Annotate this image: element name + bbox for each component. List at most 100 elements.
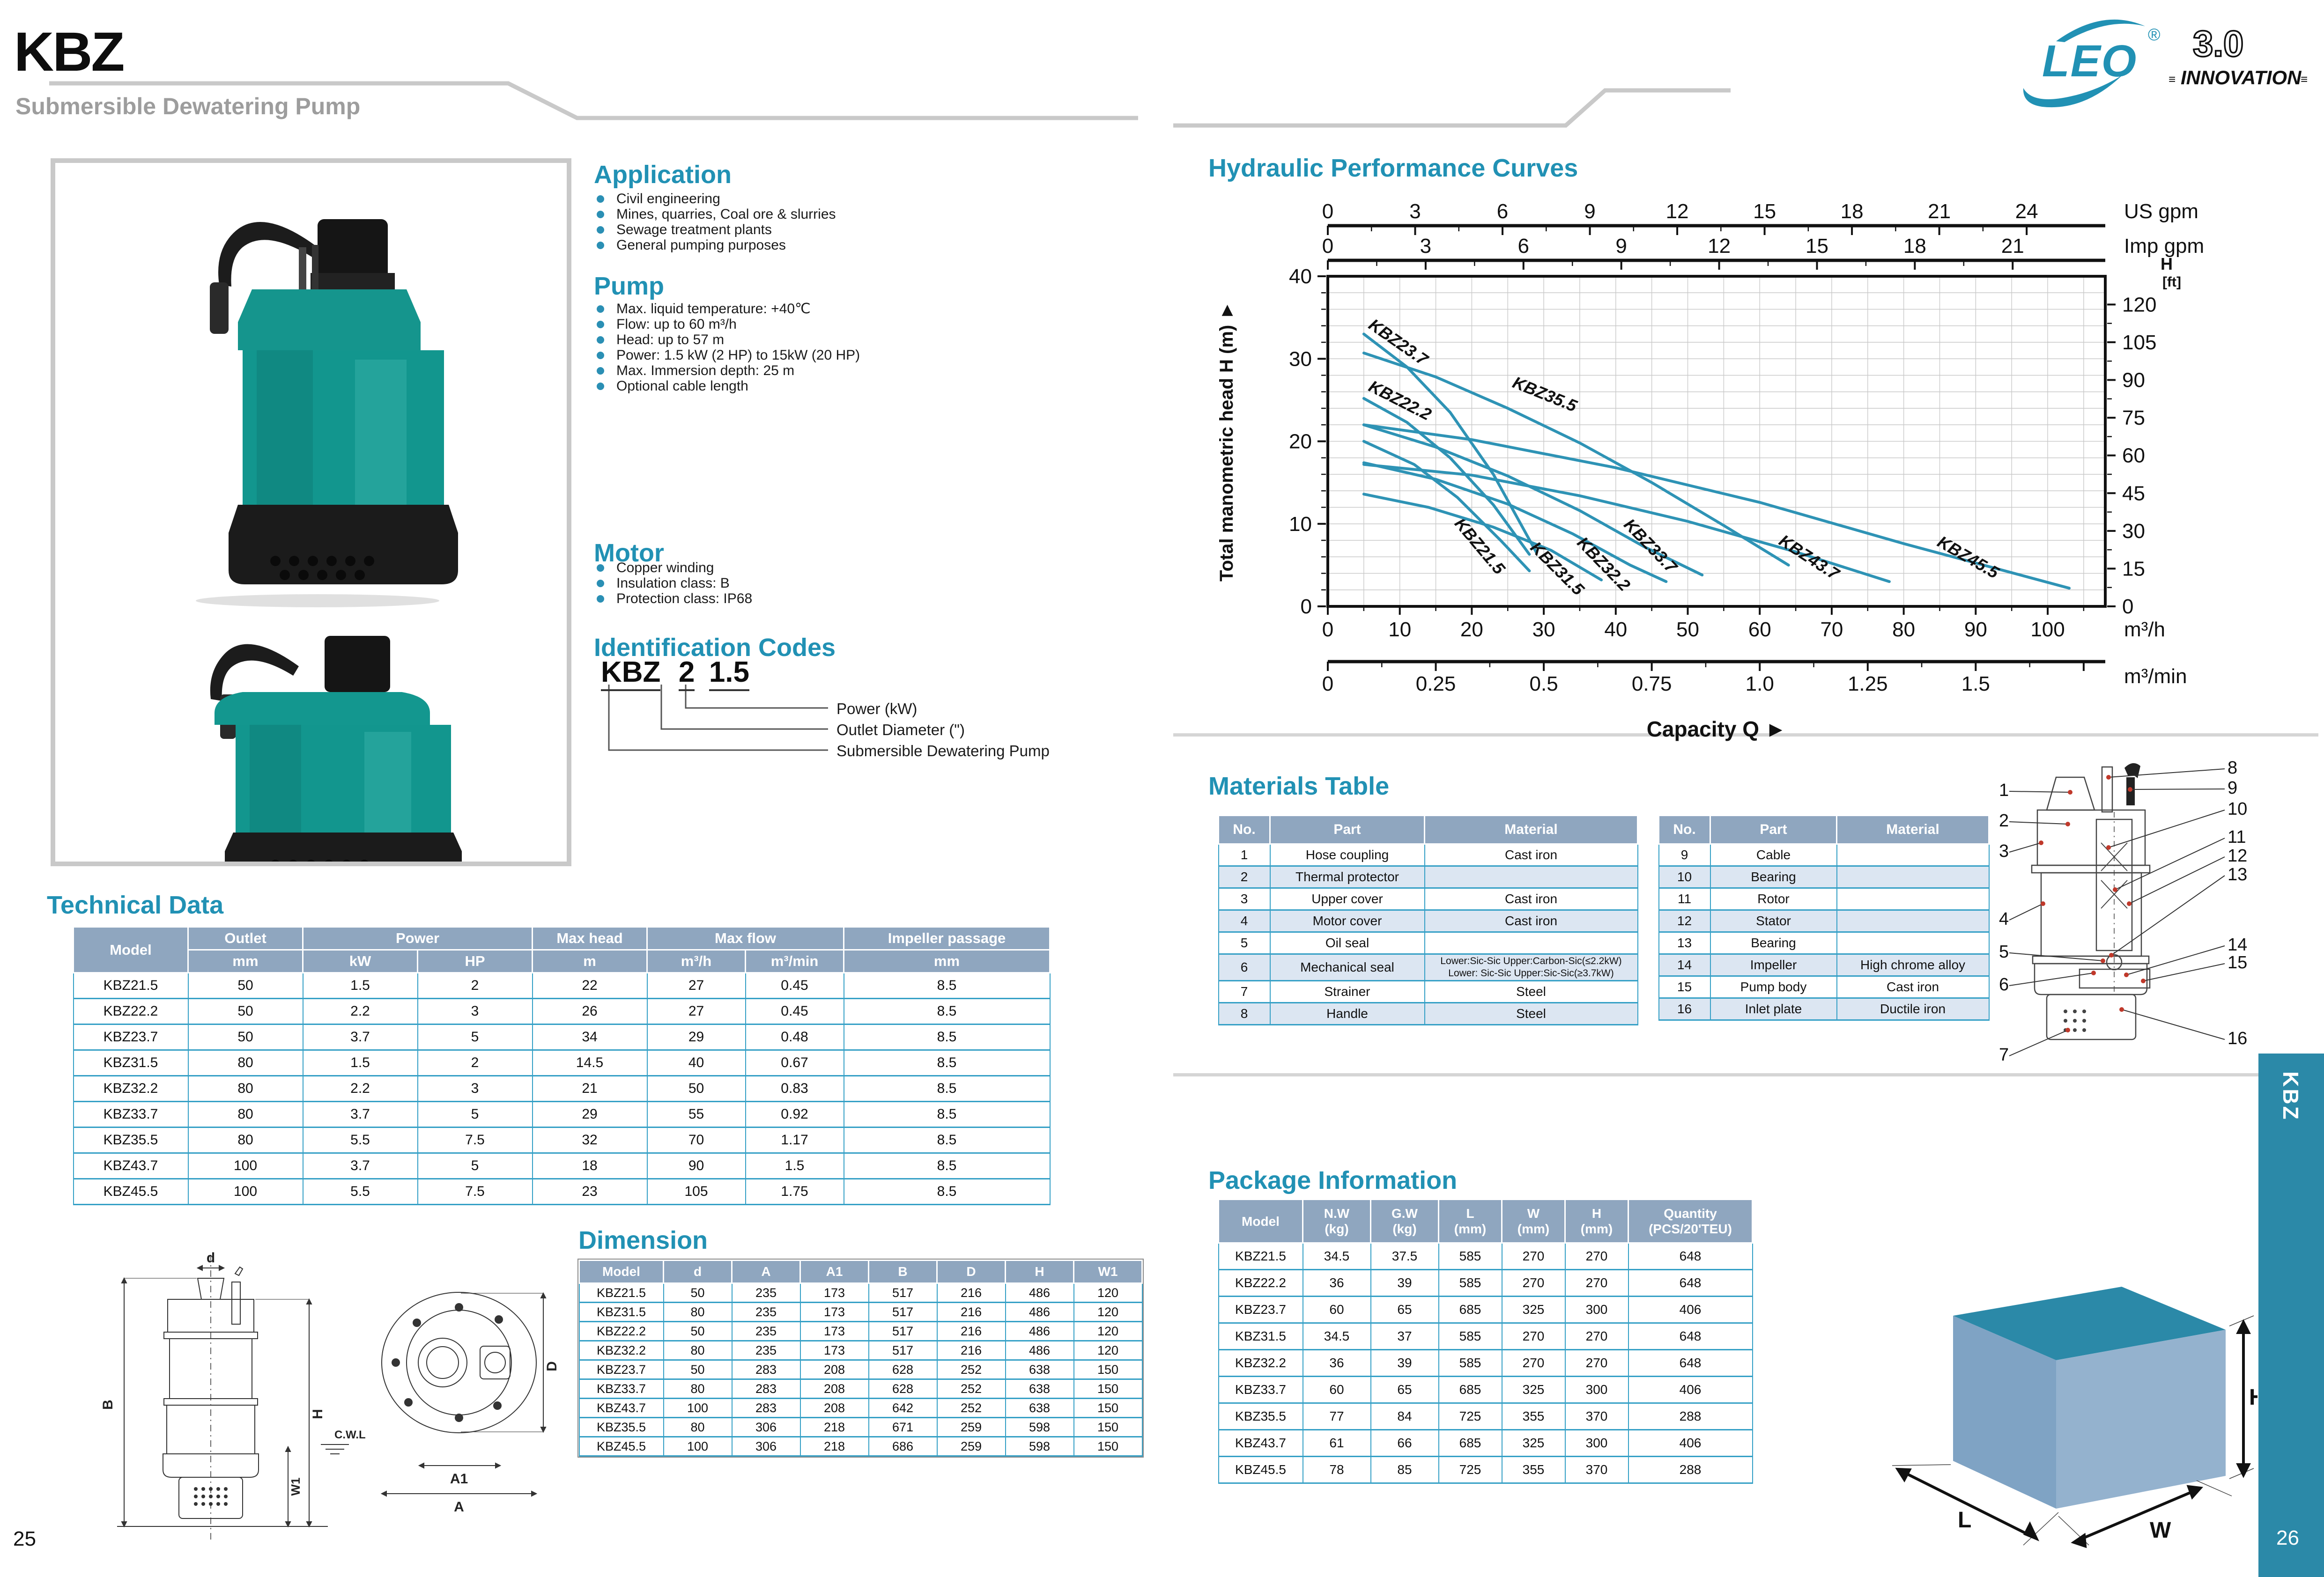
table-cell: 725 <box>1438 1403 1502 1430</box>
column-header: Part <box>1710 815 1837 845</box>
list-item: Civil engineering <box>594 191 1132 206</box>
table-cell: Rotor <box>1710 888 1837 911</box>
callout-line <box>2009 821 2068 825</box>
table-cell: 29 <box>646 1024 746 1051</box>
table-cell: 638 <box>1005 1360 1074 1380</box>
axis-label: 3 <box>1409 200 1421 223</box>
table-cell: 300 <box>1564 1296 1629 1324</box>
logo-swoosh-top-icon <box>2056 19 2145 42</box>
bullet-icon <box>597 305 604 313</box>
table-cell: 270 <box>1564 1269 1629 1297</box>
table-cell: 486 <box>1005 1321 1074 1341</box>
axis-label: 100 <box>2030 618 2065 641</box>
table-cell: 1.5 <box>302 973 418 999</box>
table-row: KBZ21.5 50 235 173 517 216 486 120 <box>578 1283 1143 1303</box>
dim-label-B: B <box>100 1400 116 1410</box>
callout-point <box>2128 787 2132 792</box>
callout-point <box>2106 845 2111 850</box>
table-cell <box>1836 932 1990 955</box>
page-title: KBZ <box>14 21 125 83</box>
table-cell: 80 <box>663 1302 733 1322</box>
table-cell: 235 <box>731 1283 801 1303</box>
table-row: 6 Mechanical seal Lower:Sic-Sic Upper:Carb… <box>1218 954 1638 981</box>
table-cell: Cable <box>1710 844 1837 867</box>
table-cell: 686 <box>868 1437 938 1457</box>
table-cell: Cast iron <box>1424 910 1638 933</box>
dim-label-D: D <box>544 1361 560 1371</box>
list-item: Max. liquid temperature: +40℃ <box>594 301 1132 317</box>
table-cell: 270 <box>1501 1269 1566 1297</box>
table-cell: 0.67 <box>745 1050 844 1076</box>
table-cell: 5 <box>417 1024 533 1051</box>
table-cell: Stator <box>1710 910 1837 933</box>
callout-line <box>2108 768 2225 778</box>
curve-KBZ35.5 <box>1362 351 1790 567</box>
table-cell: Ductile iron <box>1836 998 1990 1021</box>
table-cell: 486 <box>1005 1302 1074 1322</box>
table-cell: 2 <box>417 1050 533 1076</box>
table-cell: 0.48 <box>745 1024 844 1051</box>
table-cell: Bearing <box>1710 866 1837 889</box>
table-cell: 208 <box>799 1379 869 1399</box>
callout-line <box>2009 973 2094 986</box>
table-cell: 406 <box>1628 1376 1753 1404</box>
axis-label: 10 <box>1388 618 1411 641</box>
table-cell: 4 <box>1218 910 1271 933</box>
table-row: 14 Impeller High chrome alloy <box>1658 954 1990 977</box>
table-cell <box>1836 866 1990 889</box>
column-header: Quantity (PCS/20'TEU) <box>1628 1199 1753 1244</box>
callout-point <box>2141 979 2146 983</box>
table-row: KBZ21.5 34.5 37.5 585 270 270 648 <box>1218 1243 1753 1270</box>
table-cell: 2.2 <box>302 1076 418 1102</box>
logo-deco-right-icon: ≡ <box>2301 72 2308 86</box>
table-cell: Steel <box>1424 980 1638 1003</box>
code-series: KBZ <box>601 656 661 691</box>
bullet-icon <box>597 321 604 328</box>
table-cell: 5.5 <box>302 1127 418 1154</box>
table-cell: Hose coupling <box>1269 844 1425 867</box>
table-cell: 50 <box>187 1024 303 1051</box>
part-number: 11 <box>2228 827 2246 847</box>
table-cell: 355 <box>1501 1403 1566 1430</box>
code-callout-outlet: Outlet Diameter (") <box>836 721 965 738</box>
table-cell: KBZ32.2 <box>1218 1349 1303 1377</box>
column-header: W1 <box>1073 1260 1143 1284</box>
callout-point <box>2124 973 2129 977</box>
list-item: Insulation class: B <box>594 575 1132 591</box>
package-box-illustration: H L W <box>1892 1287 2257 1548</box>
table-cell: 517 <box>868 1321 938 1341</box>
technical-data-table: Model Outlet Power Max head Max flow Imp… <box>73 926 1051 1205</box>
table-cell: 517 <box>868 1302 938 1322</box>
table-cell: 2 <box>1218 866 1271 889</box>
curve-KBZ33.7 <box>1362 423 1704 576</box>
list-item: Head: up to 57 m <box>594 332 1132 347</box>
table-cell: 370 <box>1564 1403 1629 1430</box>
col-m3min: m³/min <box>745 949 844 973</box>
axis-label: 45 <box>2122 482 2145 505</box>
table-cell: 3 <box>1218 888 1271 911</box>
table-row: 12 Stator <box>1658 910 1990 933</box>
table-cell: 8.5 <box>843 998 1051 1025</box>
dim-label-A: A <box>454 1499 464 1515</box>
table-cell: 517 <box>868 1283 938 1303</box>
logo-swoosh-bottom-icon <box>2023 75 2123 108</box>
list-item: General pumping purposes <box>594 237 1132 253</box>
table-cell: 8.5 <box>843 973 1051 999</box>
callout-point <box>2068 790 2072 795</box>
curve-KBZ23.7 <box>1362 332 1538 554</box>
list-item: Sewage treatment plants <box>594 222 1132 237</box>
logo-registered-icon: ® <box>2148 25 2161 44</box>
column-header: W (mm) <box>1501 1199 1566 1244</box>
list-item-text: General pumping purposes <box>616 237 786 253</box>
table-cell: 8.5 <box>843 1050 1051 1076</box>
table-row: 2 Thermal protector <box>1218 866 1638 889</box>
list-item-text: Copper winding <box>616 560 714 575</box>
part-number: 6 <box>1999 975 2009 995</box>
table-cell: 50 <box>646 1076 746 1102</box>
table-cell: 671 <box>868 1417 938 1437</box>
side-tab: KBZ 26 <box>2258 1054 2324 1577</box>
table-cell: 216 <box>936 1302 1006 1322</box>
table-cell: 306 <box>731 1437 801 1457</box>
table-cell: KBZ43.7 <box>73 1153 189 1179</box>
axis-label: 90 <box>2122 369 2145 392</box>
